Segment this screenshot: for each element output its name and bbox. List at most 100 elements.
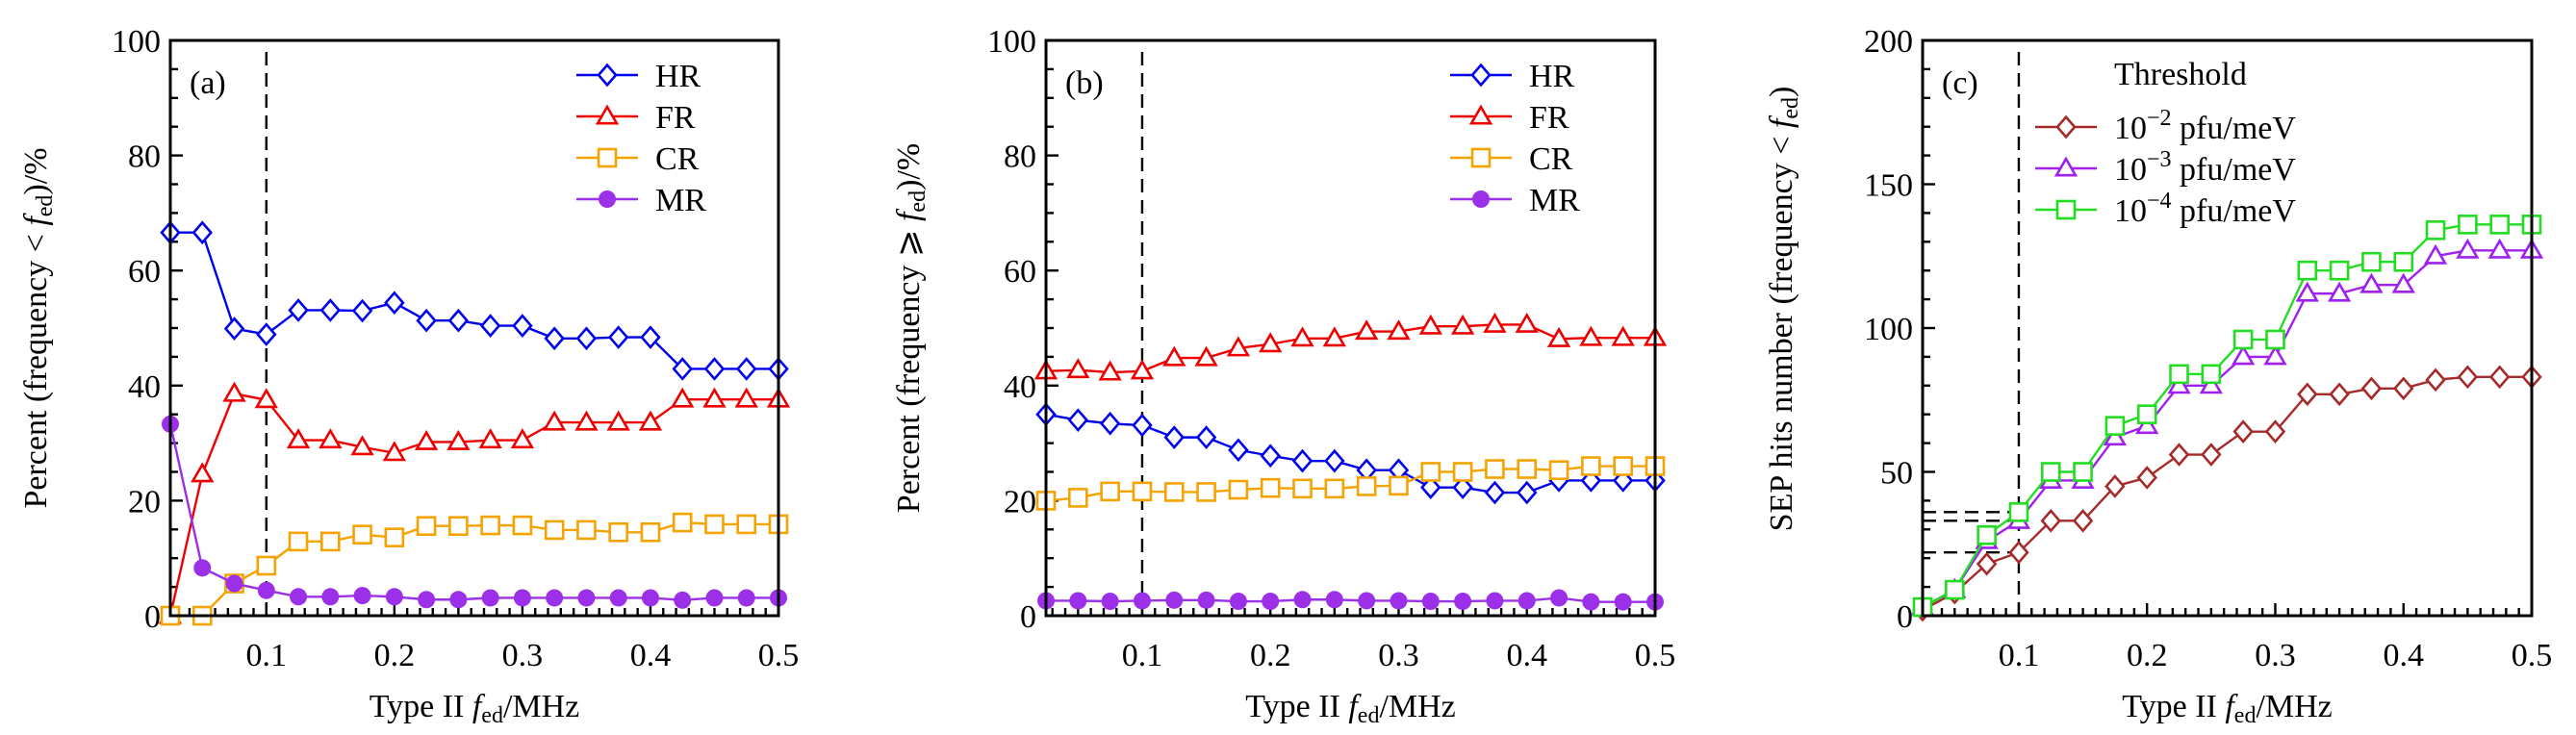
legend-unit: pfu/meV: [2172, 193, 2297, 229]
data-point: [2393, 376, 2414, 401]
data-point: [2104, 474, 2126, 498]
data-point: [286, 428, 311, 449]
data-point: [193, 559, 212, 577]
data-point: [225, 574, 243, 593]
data-point: [2040, 508, 2061, 533]
data-point: [609, 589, 627, 607]
label-suffix: /MHz: [1379, 689, 1455, 724]
data-point: [2458, 215, 2478, 235]
data-point: [606, 410, 630, 431]
data-point: [2487, 238, 2512, 259]
data-point: [2264, 419, 2286, 444]
data-point: [1133, 592, 1151, 610]
legend-marker: [1470, 63, 1492, 88]
series-3: [162, 415, 787, 609]
data-point: [384, 291, 405, 316]
legend-marker: [595, 104, 620, 125]
data-point: [1324, 448, 1345, 473]
data-point: [416, 308, 437, 333]
data-point: [319, 298, 342, 322]
data-point: [223, 317, 245, 341]
legend-entry: 10−2 pfu/meV: [2035, 106, 2296, 146]
data-point: [1548, 460, 1569, 481]
legend-exponent: −2: [2147, 106, 2172, 131]
data-point: [575, 326, 598, 351]
legend-label: FR: [655, 100, 696, 136]
panel-label: (b): [1065, 65, 1104, 101]
data-point: [1390, 592, 1408, 610]
data-point: [1228, 438, 1249, 463]
x-axis-title: Type II fed/MHz: [1245, 689, 1456, 728]
data-point: [446, 429, 471, 450]
data-point: [2136, 404, 2157, 425]
x-tick-label: 0.5: [1635, 638, 1676, 673]
data-point: [1518, 592, 1536, 610]
legend-marker: [597, 147, 618, 168]
data-point: [1517, 480, 1538, 505]
data-point: [256, 322, 277, 346]
data-point: [2008, 502, 2029, 522]
chart-panel-a: 0.1 0.2 0.3 0.4 0.5 0 20 40 60 80 100 (a) HR FR CR MR Ty…: [18, 24, 799, 728]
data-point: [1163, 425, 1185, 449]
legend-marker: [2055, 199, 2077, 220]
data-point: [1194, 345, 1218, 367]
x-tick-label: 0.2: [1250, 638, 1291, 673]
data-point: [2329, 382, 2350, 407]
y-tick-label: 20: [1004, 484, 1036, 520]
data-point: [1550, 589, 1569, 607]
data-point: [577, 589, 596, 607]
y-tick-label: 60: [1004, 254, 1036, 290]
data-point: [480, 515, 500, 536]
data-point: [1977, 524, 1997, 545]
data-point: [222, 381, 246, 402]
legend-label: 10−2 pfu/meV: [2114, 106, 2296, 146]
legend-base: 10: [2114, 152, 2147, 188]
label-suffix: /MHz: [503, 689, 579, 724]
y-tick-label: 150: [1864, 168, 1913, 204]
legend-base: 10: [2114, 111, 2147, 146]
series-line: [1045, 323, 1655, 374]
legend: HR FR CR MR: [576, 59, 706, 218]
data-point: [2295, 281, 2319, 302]
legend-exponent: −3: [2147, 147, 2172, 172]
data-point: [191, 462, 215, 483]
y-tick-label: 100: [112, 24, 161, 60]
data-point: [2425, 368, 2446, 393]
data-point: [1290, 326, 1314, 347]
data-point: [1450, 314, 1475, 335]
data-point: [674, 591, 692, 609]
x-tick-label: 0.2: [374, 638, 416, 673]
y-axis-title: SEP hits number (frequency < fed): [1764, 87, 1803, 532]
legend-marker: [597, 63, 618, 88]
data-point: [2265, 329, 2285, 350]
label-prefix: Type II: [1245, 689, 1348, 724]
data-point: [702, 387, 727, 408]
data-point: [2391, 272, 2415, 293]
data-point: [671, 387, 695, 408]
data-point: [350, 435, 374, 456]
chart-panel-b: 0.1 0.2 0.3 0.4 0.5 0 20 40 60 80 100 (b) HR FR CR MR Ty…: [891, 24, 1675, 728]
data-point: [418, 591, 436, 609]
data-point: [351, 298, 373, 323]
data-point: [2168, 443, 2190, 467]
legend-entry: CR: [1450, 141, 1573, 177]
legend-unit: pfu/meV: [2172, 152, 2297, 188]
data-point: [1262, 593, 1280, 611]
data-point: [576, 520, 597, 541]
data-point: [544, 326, 565, 351]
x-tick-label: 0.3: [2255, 638, 2296, 673]
data-point: [2104, 416, 2126, 436]
data-point: [353, 587, 371, 605]
label-prefix: Type II: [2122, 689, 2225, 724]
data-point: [1163, 482, 1185, 502]
label-prefix: SEP hits number (frequency <: [1764, 128, 1799, 531]
data-point: [1485, 459, 1505, 479]
data-point: [2199, 373, 2223, 394]
data-point: [1260, 477, 1281, 498]
data-point: [449, 591, 468, 609]
data-point: [2167, 373, 2191, 394]
panel-label: (c): [1942, 65, 1978, 101]
x-tick-label: 0.1: [1999, 638, 2040, 673]
data-point: [1101, 593, 1119, 611]
legend-marker: [599, 190, 616, 208]
